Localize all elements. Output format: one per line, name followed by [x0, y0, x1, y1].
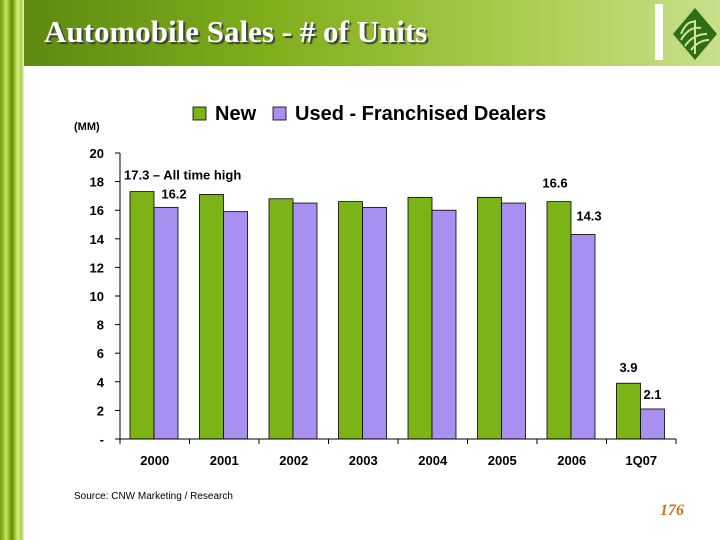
- bar-new: [199, 194, 224, 440]
- bar-used: [362, 206, 387, 440]
- exclamation-mark-decoration: [655, 4, 663, 60]
- y-tick-label: 20: [90, 146, 104, 161]
- data-label: 17.3 – All time high: [124, 168, 241, 183]
- y-tick-label: 16: [90, 203, 104, 218]
- x-tick-label: 2004: [418, 453, 448, 468]
- bar-new: [129, 191, 155, 440]
- header-band: [24, 0, 720, 66]
- left-stripe-decoration: [0, 0, 24, 540]
- bar-used: [640, 408, 665, 440]
- legend-swatch-used: [272, 106, 287, 121]
- page-title: Automobile Sales - # of Units: [44, 14, 428, 49]
- bar-new: [616, 382, 641, 440]
- data-label: 16.6: [542, 176, 567, 191]
- x-tick-label: 2005: [488, 453, 517, 468]
- data-label: 14.3: [576, 209, 601, 224]
- bar-used: [501, 202, 526, 440]
- x-tick-label: 2001: [210, 453, 239, 468]
- bar-new: [338, 201, 363, 440]
- y-tick-label: 4: [97, 375, 105, 390]
- bar-used: [570, 234, 596, 440]
- legend-label-new: New: [215, 103, 257, 125]
- x-tick-label: 2003: [349, 453, 378, 468]
- x-tick-label: 2000: [140, 453, 169, 468]
- y-tick-label: 14: [90, 232, 105, 247]
- company-logo-icon: [673, 8, 717, 60]
- bar-used: [431, 209, 457, 440]
- bar-used: [292, 202, 318, 440]
- data-label: 3.9: [619, 360, 637, 375]
- y-tick-label: 2: [97, 403, 104, 418]
- x-tick-label: 1Q07: [625, 453, 657, 468]
- x-tick-label: 2006: [557, 453, 586, 468]
- page-number: 176: [660, 502, 684, 519]
- y-tick-label: 12: [90, 260, 104, 275]
- source-note: Source: CNW Marketing / Research: [74, 491, 233, 502]
- data-label: 16.2: [161, 186, 186, 201]
- bar-new: [407, 196, 433, 440]
- x-tick-label: 2002: [279, 453, 308, 468]
- y-tick-label: 8: [97, 318, 104, 333]
- data-label: 2.1: [643, 387, 661, 402]
- bar-new: [546, 201, 572, 440]
- bar-used: [223, 211, 248, 440]
- legend-swatch-new: [192, 106, 207, 121]
- y-tick-label: 6: [97, 346, 104, 361]
- y-tick-label: 10: [90, 289, 104, 304]
- bar-used: [153, 206, 179, 440]
- y-unit-label: (MM): [74, 121, 100, 133]
- y-tick-label: 18: [90, 175, 104, 190]
- bar-new: [268, 198, 294, 440]
- legend-label-used: Used - Franchised Dealers: [295, 103, 546, 125]
- bar-new: [477, 196, 502, 440]
- y-tick-label: -: [100, 432, 104, 447]
